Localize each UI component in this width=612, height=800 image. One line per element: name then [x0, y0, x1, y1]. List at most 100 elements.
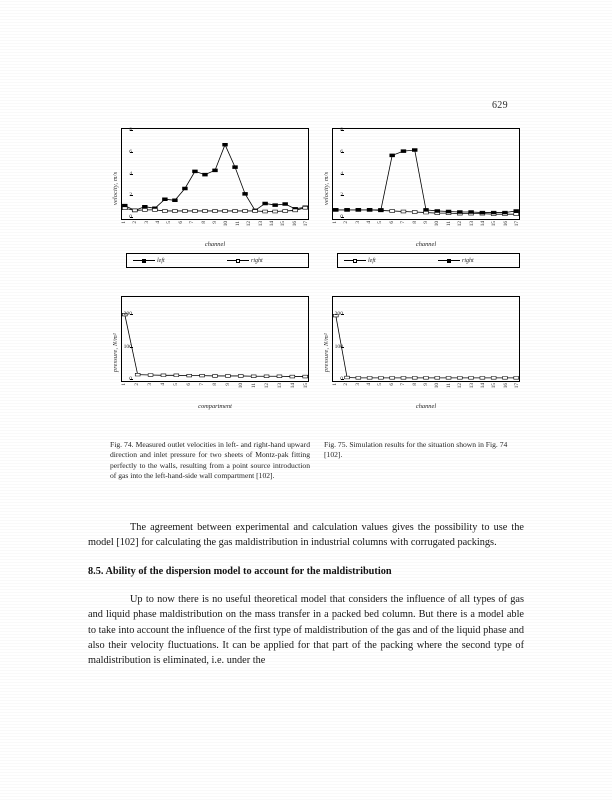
y-axis-label: pressure, N/m² [112, 333, 119, 373]
y-axis-label: velocity, m/s [112, 171, 119, 205]
y-tick-mark [130, 195, 133, 197]
x-axis-label: channel [415, 403, 437, 410]
y-tick-label: 100 [334, 343, 343, 350]
legend-entry-left: left [133, 254, 165, 267]
x-tick-label: 7 [400, 383, 407, 386]
y-tick-mark [341, 173, 344, 175]
x-tick-label: 4 [366, 383, 372, 386]
x-tick-label: 10 [238, 383, 245, 389]
x-tick-label: 1 [120, 221, 127, 224]
x-tick-label: 1 [331, 383, 338, 386]
x-axis-ticks: 1 2 3 4 5 6 7 8 9 10 11 12 13 14 15 16 17 [332, 382, 520, 402]
plot-area [332, 296, 520, 382]
legend-line-open-square-icon [227, 258, 249, 263]
x-axis-ticks: 1 2 3 4 5 6 7 8 9 10 11 12 13 14 15 16 17 [121, 220, 309, 240]
x-tick-label: 5 [377, 383, 384, 386]
y-tick-label: 100 [123, 343, 132, 350]
y-tick-mark [130, 346, 133, 348]
x-tick-label: 12 [457, 221, 464, 227]
chart-legend: left right [126, 253, 309, 268]
x-tick-label: 11 [445, 221, 452, 227]
chart-fig75-velocity: velocity, m/s 02468 12345678910111213141… [321, 127, 520, 268]
y-tick-mark [130, 173, 133, 175]
x-tick-label: 16 [502, 221, 509, 227]
x-tick-label: 3 [354, 383, 361, 386]
x-tick-label: 13 [468, 221, 475, 227]
chart-fig75-pressure: pressure, N/m² 0100200 12345678910111213… [321, 296, 520, 410]
x-tick-label: 5 [172, 383, 179, 386]
x-tick-label: 4 [159, 383, 166, 386]
legend-line-filled-square-icon [438, 258, 460, 263]
x-tick-label: 13 [468, 383, 475, 389]
figure-row-velocity: velocity, m/s 02468 12345678910111213141… [110, 127, 520, 268]
x-tick-label: 1 [120, 383, 127, 386]
y-tick-mark [341, 129, 344, 131]
page-number: 629 [492, 100, 508, 111]
x-tick-label: 11 [445, 383, 452, 389]
legend-entry-right: right [438, 254, 474, 267]
x-tick-label: 3 [143, 221, 150, 224]
x-tick-label: 12 [264, 383, 271, 389]
x-tick-label: 17 [303, 221, 310, 227]
y-axis-ticks: 0100200 [121, 296, 133, 410]
paragraph-agreement: The agreement between experimental and c… [88, 522, 524, 549]
legend-label: left [157, 257, 165, 264]
legend-label: left [368, 257, 376, 264]
y-axis-ticks: 0100200 [332, 296, 344, 410]
x-axis-ticks: 1 2 3 4 5 6 7 8 9 10 11 12 13 14 15 16 17 [332, 220, 520, 240]
x-tick-label: 2 [132, 221, 139, 224]
caption-fig75: Fig. 75. Simulation results for the situ… [324, 440, 508, 460]
caption-fig74: Fig. 74. Measured outlet velocities in l… [110, 440, 310, 481]
x-axis-ticks: 1 2 3 4 5 6 7 8 9 10 11 12 13 14 15 [121, 382, 309, 402]
body-text: The agreement between experimental and c… [88, 520, 524, 682]
x-tick-label: 5 [166, 221, 173, 224]
chart-legend: left right [337, 253, 520, 268]
x-tick-label: 11 [234, 221, 241, 227]
x-tick-label: 15 [491, 221, 498, 227]
legend-entry-right: right [227, 254, 263, 267]
x-tick-label: 3 [146, 383, 153, 386]
x-tick-label: 8 [200, 221, 207, 224]
x-tick-label: 12 [246, 221, 253, 227]
x-tick-label: 14 [479, 221, 486, 227]
x-tick-label: 6 [185, 383, 192, 386]
y-tick-mark [130, 129, 133, 131]
x-tick-label: 8 [212, 383, 218, 386]
x-tick-label: 13 [277, 383, 284, 389]
x-tick-label: 16 [291, 221, 298, 227]
legend-line-filled-square-icon [133, 258, 155, 263]
figure-captions: Fig. 74. Measured outlet velocities in l… [110, 440, 520, 482]
plot-area [121, 296, 309, 382]
x-tick-label: 11 [251, 383, 258, 389]
x-tick-label: 9 [212, 221, 218, 224]
x-tick-label: 7 [400, 221, 407, 224]
x-tick-label: 4 [366, 221, 372, 224]
x-tick-label: 14 [290, 383, 297, 389]
y-tick-label: 200 [123, 311, 132, 318]
paragraph-dispersion-model: Up to now there is no useful theoretical… [88, 593, 524, 667]
x-tick-label: 8 [411, 221, 418, 224]
chart-fig74-pressure: pressure, N/m² 0100200 12345678910111213… [110, 296, 309, 410]
chart-fig74-velocity: velocity, m/s 02468 12345678910111213141… [110, 127, 309, 268]
y-tick-mark [130, 151, 133, 153]
legend-label: right [251, 257, 263, 264]
y-tick-mark [341, 217, 344, 219]
x-tick-label: 4 [155, 221, 161, 224]
y-axis-label: pressure, N/m² [323, 333, 330, 373]
legend-label: right [462, 257, 474, 264]
y-tick-mark [341, 195, 344, 197]
x-tick-label: 6 [388, 383, 395, 386]
y-tick-mark [341, 379, 344, 381]
x-tick-label: 17 [514, 221, 521, 227]
legend-line-open-square-icon [344, 258, 366, 263]
y-tick-mark [130, 314, 133, 316]
x-tick-label: 7 [189, 221, 196, 224]
x-tick-label: 10 [434, 221, 441, 227]
x-tick-label: 2 [133, 383, 140, 386]
x-tick-label: 13 [257, 221, 264, 227]
x-tick-label: 9 [423, 221, 429, 224]
y-axis-label: velocity, m/s [323, 171, 330, 205]
section-heading-8-5: 8.5. Ability of the dispersion model to … [88, 565, 392, 577]
x-tick-label: 6 [388, 221, 395, 224]
y-tick-mark [341, 346, 344, 348]
